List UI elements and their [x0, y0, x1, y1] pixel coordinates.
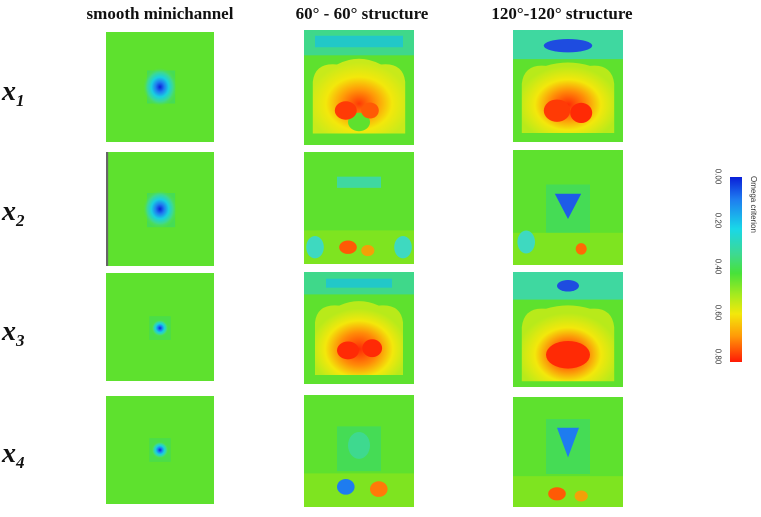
- column-header-60-60: 60° - 60° structure: [295, 4, 429, 23]
- colorbar-tick-3: 0.60: [713, 304, 723, 321]
- panel-60-60-x2: [304, 152, 414, 264]
- panel-120-120-x1: [513, 30, 623, 142]
- panel-120-120-x3: [513, 272, 623, 387]
- colorbar-tick-1: 0.20: [713, 212, 723, 229]
- colorbar-tick-2: 0.40: [713, 258, 723, 275]
- colorbar-tick-0: 0.00: [713, 168, 723, 185]
- colorbar-title: Omega criterion: [749, 176, 758, 233]
- panel-60-60-x3: [304, 272, 414, 384]
- row-label-x4: x4: [2, 438, 25, 472]
- column-header-120-120: 120°-120° structure: [491, 4, 633, 23]
- colorbar-tick-4: 0.80: [713, 348, 723, 365]
- column-header-smooth: smooth minichannel: [86, 4, 234, 23]
- panel-120-120-x2: [513, 150, 623, 265]
- row-label-x2: x2: [2, 196, 25, 230]
- row-label-x1: x1: [2, 76, 25, 110]
- colorbar: 0.00 0.20 0.40 0.60 0.80 Omega criterion: [700, 169, 760, 367]
- row-label-x3: x3: [2, 316, 25, 350]
- colorbar-gradient: [730, 177, 742, 362]
- panel-60-60-x1: [304, 30, 414, 145]
- panel-120-120-x4: [513, 397, 623, 507]
- panel-smooth-x4: [106, 396, 214, 504]
- panel-smooth-x3: [106, 273, 214, 381]
- panel-60-60-x4: [304, 395, 414, 507]
- panel-smooth-x2: [106, 152, 214, 266]
- panel-smooth-x1: [106, 32, 214, 142]
